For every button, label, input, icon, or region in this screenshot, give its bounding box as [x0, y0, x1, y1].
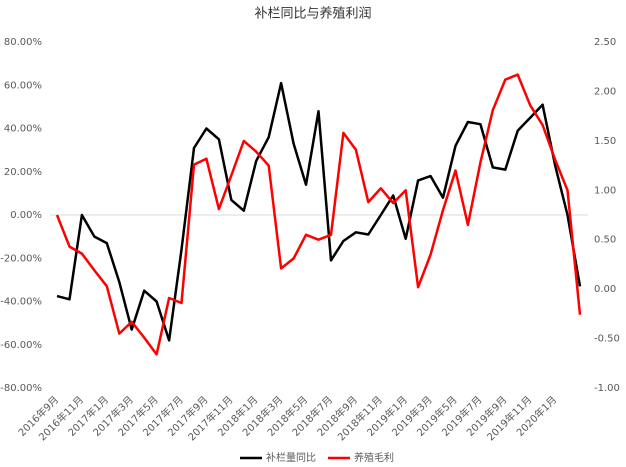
y-tick-label: -60.00%	[0, 340, 42, 351]
y2-tick-label: 2.50	[594, 37, 616, 48]
y2-tick-label: 0.50	[594, 235, 616, 246]
y-tick-label: 60.00%	[4, 80, 42, 91]
line-series	[56, 81, 582, 342]
y2-tick-label: 2.00	[594, 86, 616, 97]
y2-tick-label: 1.50	[594, 136, 616, 147]
legend-label: 补栏量同比	[266, 451, 316, 464]
y-tick-label: -20.00%	[0, 253, 42, 264]
y-tick-label: 80.00%	[4, 37, 42, 48]
y-tick-label: 0.00%	[10, 210, 42, 221]
y2-tick-label: -0.50	[594, 334, 620, 345]
legend-label: 养殖毛利	[354, 451, 394, 464]
y2-tick-label: 0.00	[594, 284, 616, 295]
y-tick-label: -40.00%	[0, 297, 42, 308]
y2-tick-label: 1.00	[594, 185, 616, 196]
chart-title: 补栏同比与养殖利润	[254, 6, 371, 22]
y-tick-label: -80.00%	[0, 383, 42, 394]
y2-tick-label: -1.00	[594, 383, 620, 394]
line-series	[55, 73, 582, 356]
y-tick-label: 20.00%	[4, 167, 42, 178]
y-tick-label: 40.00%	[4, 124, 42, 135]
